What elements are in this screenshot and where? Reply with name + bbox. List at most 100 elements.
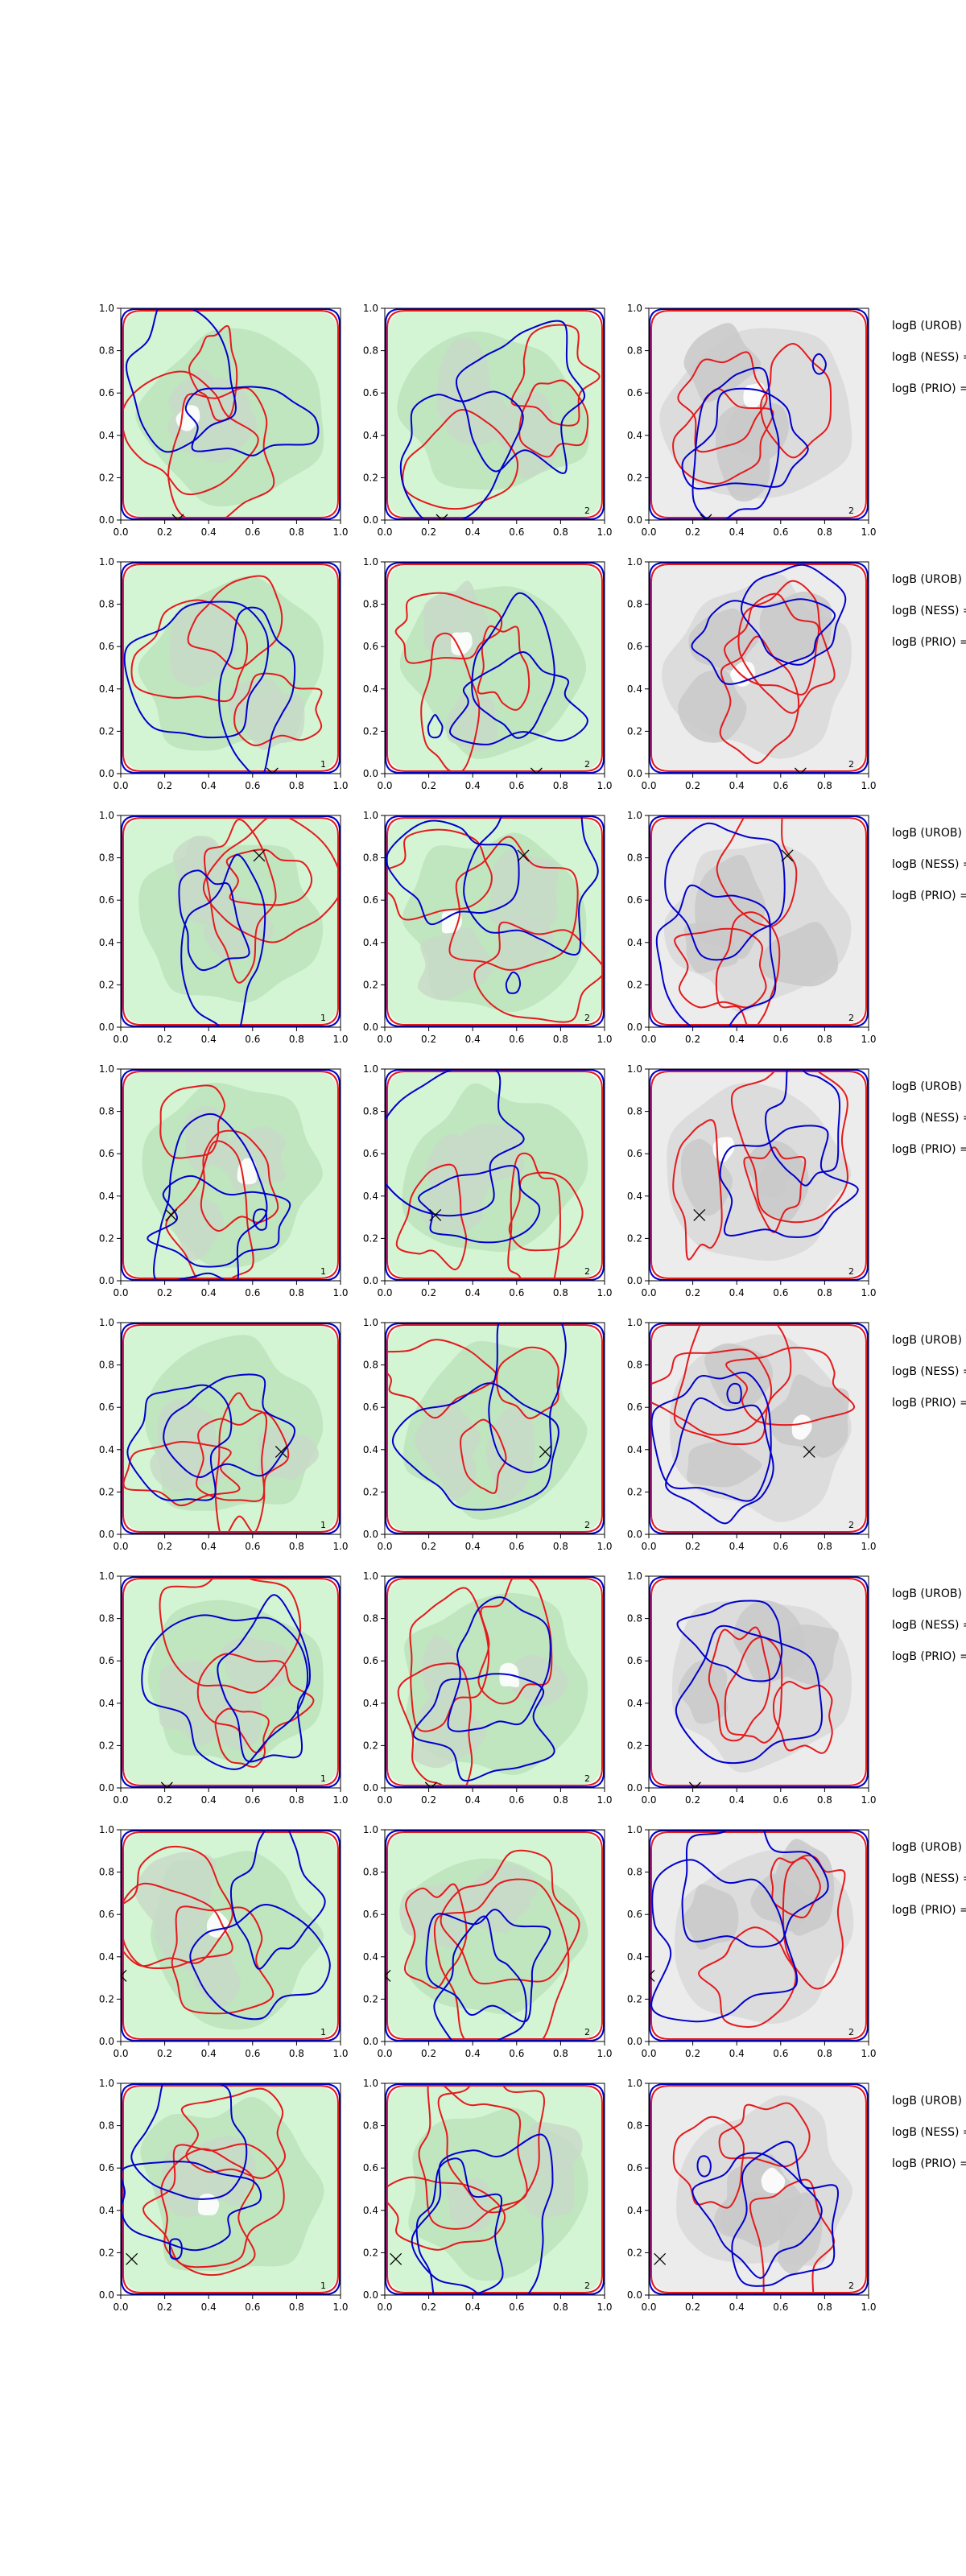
x-tick-label: 0.2 <box>157 2048 172 2059</box>
red-contour-line <box>196 1411 290 1502</box>
red-contour-line <box>708 1626 771 1742</box>
blue-contour-line <box>178 869 250 972</box>
red-contour-line <box>433 1878 570 2041</box>
y-axis: 0.0 0.2 0.4 0.6 0.8 1.0 <box>363 1317 385 1540</box>
blue-contour-line <box>385 1830 605 2041</box>
x-axis: 0.0 0.2 0.4 0.6 0.8 1.0 <box>113 2295 349 2313</box>
y-tick-label: 0.4 <box>363 937 378 948</box>
y-tick-label: 0.0 <box>99 768 114 779</box>
y-tick-label: 0.4 <box>99 1191 114 1202</box>
y-tick-label: 0.4 <box>627 1444 642 1455</box>
marker-x <box>165 1209 178 1221</box>
blue-contour-line <box>229 1830 326 1970</box>
y-axis: 0.0 0.2 0.4 0.6 0.8 1.0 <box>363 1063 385 1286</box>
blue-contour-line <box>649 562 869 774</box>
panel-r8-c1: 1 0.0 0.2 0.4 0.6 0.8 1.0 0.0 0.2 0.4 0.6 0.8 1.0 <box>99 2078 349 2313</box>
panel-r1-c2: 2 0.0 0.2 0.4 0.6 0.8 1.0 0.0 0.2 0.4 0.6 0.8 1.0 <box>363 303 613 538</box>
y-tick-label: 0.2 <box>99 2247 114 2258</box>
marker-x <box>539 1445 551 1458</box>
y-tick-label: 0.8 <box>363 1106 378 1117</box>
side-labels: logB (UROB) = logB (NESS) = logB (PRIO) = <box>892 827 966 902</box>
logb-label: logB (PRIO) = <box>892 636 966 649</box>
y-tick-label: 0.4 <box>363 1191 378 1202</box>
y-tick-label: 0.6 <box>627 387 642 398</box>
x-tick-label: 0.0 <box>113 1034 128 1045</box>
logb-label: logB (UROB) = <box>892 320 966 332</box>
red-contour-line <box>507 1152 561 1281</box>
y-tick-label: 0.8 <box>627 1360 642 1371</box>
y-tick-label: 0.8 <box>627 1106 642 1117</box>
x-tick-label: 0.0 <box>377 1034 392 1045</box>
y-tick-label: 0.0 <box>99 2036 114 2047</box>
y-tick-label: 0.4 <box>99 430 114 441</box>
blue-contour-line <box>147 1174 291 1268</box>
panel-r4-c1: 1 0.0 0.2 0.4 0.6 0.8 1.0 0.0 0.2 0.4 0.6 0.8 1.0 <box>99 1063 349 1298</box>
side-labels: logB (UROB) = logB (NESS) = logB (PRIO) = <box>892 1841 966 1917</box>
blue-contour-line <box>649 1830 869 2041</box>
red-contour-line <box>673 1323 792 1446</box>
logb-label: logB (PRIO) = <box>892 2157 966 2170</box>
blue-contour-line <box>121 1069 341 1281</box>
y-tick-label: 1.0 <box>99 2078 114 2089</box>
red-contour-line <box>122 2085 339 2293</box>
x-tick-label: 0.2 <box>421 1287 436 1298</box>
blue-contour-line <box>189 1904 331 2021</box>
side-labels: logB (UROB) = logB (NESS) = logB (PRIO) = <box>892 1587 966 1663</box>
red-contour-line <box>395 1163 468 1270</box>
x-axis: 0.0 0.2 0.4 0.6 0.8 1.0 <box>641 774 877 791</box>
blue-contour-line <box>691 598 836 685</box>
blue-contour-line <box>412 1673 555 1782</box>
red-contour-line <box>698 1926 797 2028</box>
blue-contour-line <box>691 366 780 520</box>
red-contour-line <box>214 1392 268 1534</box>
x-axis: 0.0 0.2 0.4 0.6 0.8 1.0 <box>641 1534 877 1552</box>
logb-label: logB (UROB) = <box>892 1334 966 1347</box>
y-tick-label: 1.0 <box>627 303 642 314</box>
y-tick-label: 0.8 <box>363 1613 378 1624</box>
y-tick-label: 0.2 <box>99 1232 114 1244</box>
red-contour-line <box>650 2085 867 2293</box>
x-tick-label: 1.0 <box>597 2048 612 2059</box>
x-axis: 0.0 0.2 0.4 0.6 0.8 1.0 <box>641 1281 877 1298</box>
red-contour-line <box>159 1084 225 1159</box>
panel-annotation: 2 <box>848 1520 854 1530</box>
logb-label: logB (PRIO) = <box>892 1143 966 1156</box>
x-tick-label: 0.4 <box>201 1287 217 1298</box>
x-tick-label: 0.8 <box>817 2048 832 2059</box>
y-tick-label: 0.2 <box>363 725 378 737</box>
x-tick-label: 0.6 <box>773 1034 788 1045</box>
y-tick-label: 0.8 <box>99 599 114 610</box>
x-tick-label: 0.6 <box>509 780 524 791</box>
logb-label: logB (UROB) = <box>892 827 966 840</box>
y-tick-label: 1.0 <box>627 2078 642 2089</box>
x-tick-label: 1.0 <box>597 1034 612 1045</box>
y-axis: 0.0 0.2 0.4 0.6 0.8 1.0 <box>99 1317 121 1540</box>
x-tick-label: 0.8 <box>553 1794 568 1806</box>
contour-fill-level-3 <box>495 913 554 973</box>
panel-annotation: 2 <box>848 2281 854 2291</box>
red-contour-line <box>142 2143 285 2268</box>
x-tick-label: 0.0 <box>113 2301 128 2313</box>
logb-label: logB (PRIO) = <box>892 1904 966 1917</box>
x-tick-label: 0.4 <box>465 1287 481 1298</box>
x-tick-label: 1.0 <box>332 1034 348 1045</box>
panel-r2-c1: 1 0.0 0.2 0.4 0.6 0.8 1.0 0.0 0.2 0.4 0.6 0.8 1.0 <box>99 556 349 791</box>
x-tick-label: 0.0 <box>377 2301 392 2313</box>
x-tick-label: 0.2 <box>157 1287 172 1298</box>
contour-fill-level-3 <box>204 894 275 961</box>
red-contour-line <box>402 409 519 510</box>
y-tick-label: 0.8 <box>99 2120 114 2132</box>
red-contour-line <box>385 1339 498 1419</box>
panel-r2-c2: 2 0.0 0.2 0.4 0.6 0.8 1.0 0.0 0.2 0.4 0.6 0.8 1.0 <box>363 556 613 791</box>
x-tick-label: 1.0 <box>332 2301 348 2313</box>
x-tick-label: 0.4 <box>465 2301 481 2313</box>
panel-frame <box>384 1575 605 1789</box>
red-contour-line <box>782 1854 846 1990</box>
x-tick-label: 0.6 <box>773 2301 788 2313</box>
blue-contour-line <box>385 815 605 1027</box>
red-contour-line <box>440 1849 580 1985</box>
blue-contour-line <box>141 1614 309 1770</box>
blue-contour-line <box>121 562 341 774</box>
contour-fill-level-3 <box>159 1660 230 1746</box>
